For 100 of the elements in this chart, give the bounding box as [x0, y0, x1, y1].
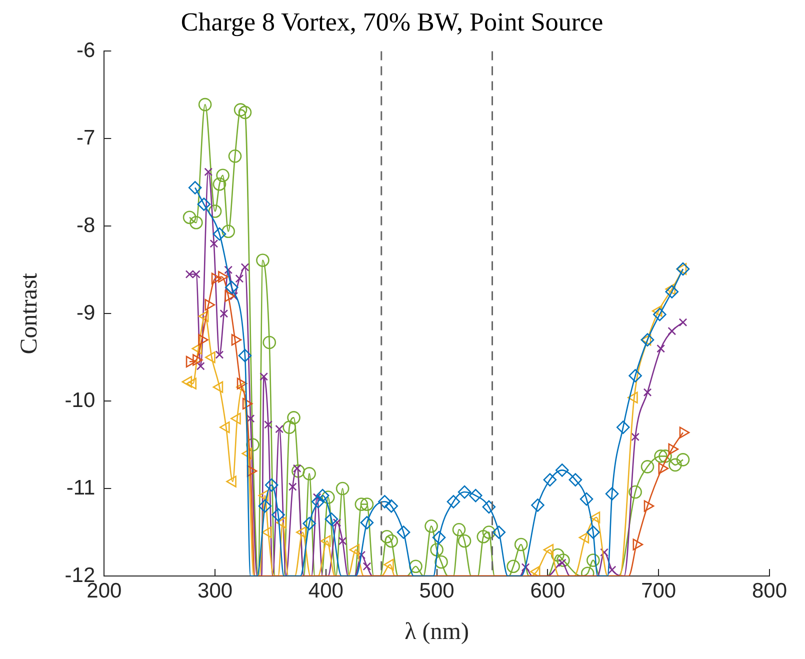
point [605, 487, 619, 500]
point [556, 554, 570, 567]
y-tick-label: -9 [76, 301, 96, 324]
point [658, 450, 672, 463]
point [198, 310, 209, 322]
x-tick-label: 700 [641, 579, 676, 602]
point [458, 485, 472, 499]
point [665, 283, 676, 295]
point [446, 495, 460, 508]
point [349, 544, 360, 556]
point [640, 333, 654, 346]
point [205, 351, 216, 364]
point [182, 376, 192, 388]
point [578, 532, 590, 544]
point [226, 476, 236, 488]
point [543, 473, 557, 486]
point [631, 432, 640, 442]
point [260, 372, 268, 381]
point [476, 530, 490, 544]
x-tick-label: 300 [198, 579, 233, 602]
point [336, 482, 350, 496]
point [256, 254, 270, 267]
point [676, 453, 690, 466]
x-axis-title: λ (nm) [404, 618, 469, 645]
point [192, 270, 200, 278]
point [262, 526, 272, 538]
point [182, 210, 196, 224]
point [197, 198, 211, 211]
point [357, 550, 366, 560]
x-tick-label: 800 [752, 579, 788, 602]
point [430, 543, 444, 556]
point [185, 270, 194, 278]
x-tick-label: 500 [419, 579, 454, 602]
point [586, 526, 600, 539]
point [652, 305, 662, 317]
point [676, 263, 687, 275]
point [258, 490, 269, 502]
point [628, 369, 642, 382]
y-tick-label: -6 [76, 38, 96, 62]
point [492, 526, 506, 539]
point [384, 534, 398, 548]
point [234, 103, 248, 116]
point [302, 516, 316, 530]
point [338, 536, 347, 546]
point [204, 168, 213, 176]
point [264, 420, 272, 429]
point [332, 518, 342, 527]
point [568, 473, 582, 486]
point [316, 488, 330, 502]
point [640, 334, 652, 346]
point [586, 554, 600, 567]
point [188, 181, 202, 194]
point [482, 500, 496, 514]
point [212, 227, 226, 241]
point [676, 262, 690, 276]
y-tick-label: -8 [76, 214, 96, 237]
point [196, 362, 205, 370]
point [514, 538, 528, 552]
point [452, 522, 466, 536]
point [543, 544, 554, 556]
point [643, 388, 652, 397]
point [668, 326, 676, 336]
y-tick-label: -7 [76, 126, 96, 150]
point [215, 350, 224, 359]
point [192, 342, 202, 354]
point [296, 526, 306, 538]
point [222, 224, 235, 238]
point [224, 266, 233, 274]
point [424, 519, 438, 533]
point [360, 498, 374, 511]
point [506, 560, 520, 574]
point [380, 530, 394, 544]
point [521, 563, 530, 572]
point [287, 411, 300, 424]
point [482, 526, 496, 539]
point [654, 450, 668, 463]
point [264, 478, 278, 492]
point [362, 562, 372, 571]
point [551, 548, 564, 562]
point [590, 512, 600, 524]
point [580, 492, 594, 506]
point [220, 309, 228, 318]
point [656, 344, 665, 353]
point [320, 535, 331, 547]
point [262, 336, 276, 350]
point [198, 98, 212, 112]
point [396, 526, 410, 539]
x-tick-label: 600 [530, 579, 566, 602]
point [616, 420, 630, 434]
chart-title: Charge 8 Vortex, 70% BW, Point Source [180, 7, 604, 36]
point [216, 168, 230, 182]
point [324, 512, 338, 526]
point [272, 508, 285, 522]
point [190, 216, 203, 230]
point [608, 566, 616, 574]
point [640, 460, 654, 474]
point [531, 498, 544, 512]
point [312, 495, 325, 508]
point [378, 495, 392, 508]
point [210, 239, 218, 248]
